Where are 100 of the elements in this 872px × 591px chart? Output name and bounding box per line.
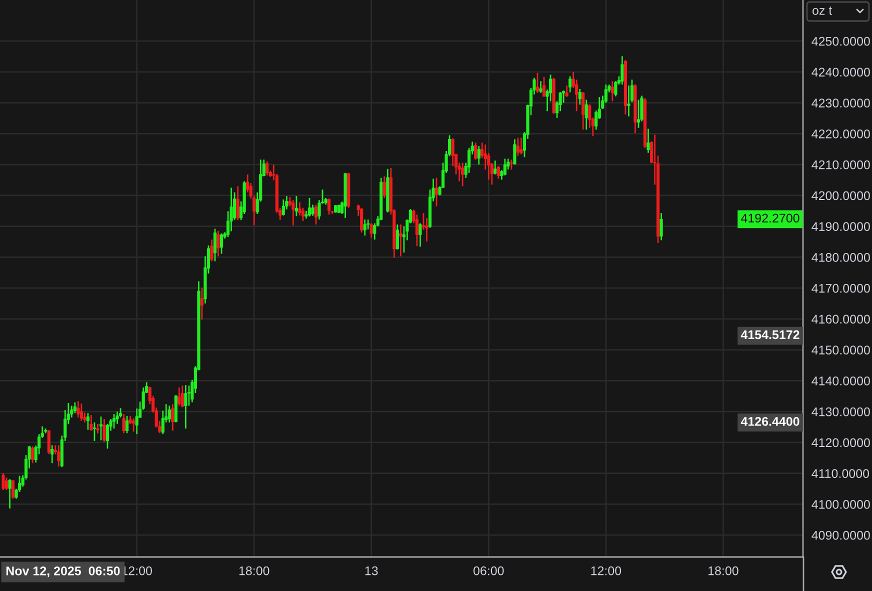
- candlestick: [102, 418, 106, 443]
- candlestick: [451, 138, 454, 167]
- candlestick: [266, 160, 269, 176]
- candlestick: [503, 158, 506, 176]
- candlestick: [73, 402, 76, 414]
- y-tick-label: 4170.0000: [812, 284, 870, 293]
- candlestick: [4, 476, 8, 491]
- candlestick: [614, 80, 618, 98]
- annotation: 4192.2700: [740, 214, 800, 223]
- candlestick: [184, 384, 188, 430]
- x-tick-label: 13: [365, 566, 378, 576]
- candlestick: [382, 176, 386, 199]
- y-tick-label: 4110.0000: [812, 469, 870, 478]
- candlestick: [2, 472, 5, 491]
- candlestick: [99, 416, 103, 441]
- y-tick-label: 4250.0000: [812, 36, 870, 46]
- candlestick: [96, 423, 100, 434]
- candlestick: [496, 165, 500, 180]
- candlestick: [565, 84, 568, 98]
- y-tick-label: 4130.0000: [812, 407, 870, 416]
- x-tick-label: 18:00: [239, 566, 270, 576]
- candlestick: [620, 56, 624, 86]
- candlestick: [200, 287, 204, 320]
- candlestick: [11, 479, 15, 500]
- candlestick: [31, 446, 34, 464]
- candlestick: [536, 72, 540, 94]
- candlestick: [135, 408, 138, 435]
- candlestick: [568, 76, 572, 94]
- candlestick: [510, 158, 513, 170]
- text: Nov 12, 2025 06:50: [6, 566, 120, 578]
- candlestick: [627, 84, 630, 118]
- y-tick-label: 4090.0000: [812, 530, 870, 540]
- candlestick: [122, 413, 126, 434]
- y-tick-label: 4190.0000: [812, 222, 870, 231]
- y-tick-label: 4210.0000: [812, 160, 870, 170]
- candlestick: [584, 99, 588, 130]
- y-tick-label: 4200.0000: [812, 191, 870, 200]
- candlestick: [646, 128, 650, 154]
- y-tick-label: 4100.0000: [812, 500, 870, 509]
- candlestick: [116, 410, 119, 425]
- y-tick-label: 4140.0000: [812, 376, 870, 386]
- candlestick: [282, 198, 285, 216]
- y-tick-label: 4230.0000: [812, 98, 870, 108]
- candlestick: [220, 232, 224, 254]
- candlestick: [461, 162, 464, 187]
- y-tick-label: 4150.0000: [812, 346, 870, 354]
- candlestick: [180, 384, 184, 408]
- candlestick: [86, 412, 90, 430]
- candlestick: [494, 160, 497, 176]
- candlestick: [370, 222, 373, 238]
- candlestick: [57, 444, 60, 468]
- candlestick: [92, 422, 96, 442]
- candlestick: [520, 137, 523, 156]
- candlestick: [294, 195, 298, 217]
- x-tick-label: 18:00: [708, 566, 738, 576]
- candlestick: [8, 478, 12, 510]
- annotation: 4126.4400: [740, 417, 800, 426]
- y-tick-label: 4120.0000: [812, 438, 870, 448]
- candlestick: [539, 80, 542, 94]
- x-tick-label: 12:00: [591, 566, 622, 576]
- annotation: 4154.5172: [740, 330, 800, 340]
- candlestick: [477, 145, 480, 166]
- candlestick: [660, 212, 663, 241]
- candlestick: [210, 238, 214, 262]
- candlestick: [132, 418, 136, 432]
- candlestick: [542, 76, 546, 98]
- y-tick-label: 4180.0000: [812, 252, 870, 262]
- candlestick: [308, 197, 312, 218]
- candlestick: [363, 218, 366, 236]
- candlestick: [76, 400, 80, 418]
- candlestick: [216, 230, 220, 257]
- candlestick: [636, 99, 640, 129]
- candlestick: [112, 413, 116, 430]
- candlestick: [582, 91, 585, 130]
- candlestick: [327, 198, 331, 216]
- candlestick: [50, 444, 54, 464]
- candlestick: [399, 224, 402, 257]
- candlestick: [314, 204, 318, 226]
- candlestick: [171, 403, 174, 432]
- candlestick: [311, 204, 314, 217]
- candlestick: [90, 414, 93, 432]
- candlestick: [292, 199, 295, 226]
- candlestick: [106, 423, 110, 450]
- candlestick: [168, 405, 171, 424]
- candlestick: [178, 386, 181, 406]
- candlestick: [415, 214, 419, 247]
- candlestick: [516, 137, 520, 156]
- y-tick-label: 4220.0000: [812, 129, 870, 138]
- candlestick: [425, 217, 428, 242]
- candlestick: [47, 429, 50, 455]
- x-tick-label: 06:00: [473, 566, 504, 576]
- y-tick-label: 4160.0000: [812, 314, 870, 324]
- candlestick: [474, 142, 478, 160]
- candlestick: [360, 207, 364, 234]
- candlestick: [213, 228, 217, 262]
- candlestick: [125, 415, 129, 434]
- candlestick: [434, 177, 438, 207]
- candlestick: [80, 402, 83, 422]
- candlestick: [418, 222, 422, 248]
- candlestick: [396, 224, 399, 250]
